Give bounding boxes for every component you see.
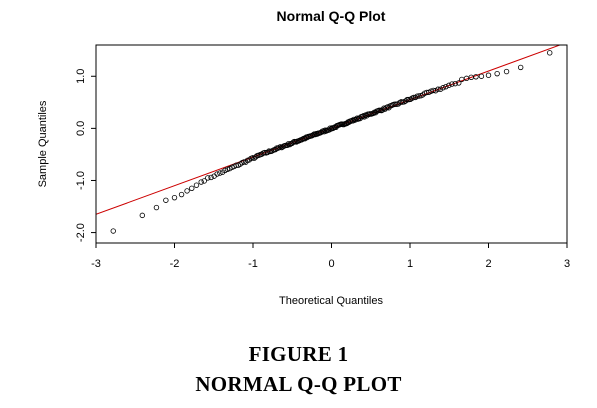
qq-point bbox=[284, 142, 291, 148]
qq-point bbox=[452, 80, 458, 87]
x-tick-label: -2 bbox=[170, 258, 180, 270]
qq-point bbox=[437, 86, 444, 92]
y-tick-label: -1.0 bbox=[75, 171, 87, 190]
qq-point bbox=[214, 171, 220, 177]
qq-point bbox=[478, 73, 485, 79]
qq-point bbox=[201, 178, 207, 184]
qq-point bbox=[404, 96, 410, 103]
qq-point bbox=[485, 72, 492, 78]
qq-point bbox=[277, 144, 284, 150]
qq-point bbox=[217, 170, 223, 176]
qq-point bbox=[327, 125, 333, 131]
qq-point bbox=[411, 94, 417, 101]
qq-point bbox=[310, 132, 316, 138]
y-tick-label: 1.0 bbox=[75, 69, 87, 84]
qq-point bbox=[503, 68, 510, 75]
figure-caption: NORMAL Q-Q PLOT bbox=[195, 372, 402, 396]
qq-point bbox=[440, 85, 446, 91]
qq-point bbox=[153, 204, 160, 211]
qq-point bbox=[473, 74, 479, 80]
y-tick-label: 0.0 bbox=[75, 121, 87, 136]
x-tick-label: -1 bbox=[248, 258, 258, 270]
qq-point bbox=[449, 81, 455, 87]
qq-point bbox=[446, 82, 452, 89]
x-tick-label: 1 bbox=[407, 258, 413, 270]
qq-point bbox=[139, 212, 146, 219]
x-tick-label: -3 bbox=[91, 258, 101, 270]
qq-point bbox=[416, 93, 422, 99]
qq-point bbox=[222, 167, 228, 174]
qq-point bbox=[208, 174, 214, 181]
x-axis: -3 -2 -1 0 1 2 3 bbox=[91, 243, 570, 270]
x-tick-label: 3 bbox=[564, 258, 570, 270]
qq-point bbox=[351, 116, 357, 123]
y-axis: -2.0 -1.0 0.0 1.0 bbox=[75, 69, 96, 242]
qq-point bbox=[224, 166, 231, 173]
figure-number: FIGURE 1 bbox=[248, 342, 349, 366]
qq-point bbox=[198, 179, 204, 185]
qq-point bbox=[251, 155, 257, 161]
qq-point bbox=[547, 50, 553, 56]
qq-point bbox=[171, 194, 178, 201]
y-axis-label: Sample Quantiles bbox=[37, 100, 49, 187]
plot-frame bbox=[95, 44, 568, 244]
chart-title: Normal Q-Q Plot bbox=[277, 8, 386, 24]
qq-point bbox=[430, 87, 436, 94]
qq-point bbox=[189, 185, 195, 191]
qq-point bbox=[322, 127, 328, 133]
x-tick-label: 0 bbox=[328, 258, 334, 270]
qq-point bbox=[163, 197, 169, 203]
qq-point bbox=[205, 175, 211, 181]
x-tick-label: 2 bbox=[485, 258, 491, 270]
qq-point bbox=[402, 98, 409, 104]
qq-point bbox=[443, 83, 449, 90]
qq-point bbox=[381, 105, 387, 111]
qq-point bbox=[184, 188, 190, 194]
qq-point bbox=[414, 93, 420, 99]
x-axis-label: Theoretical Quantiles bbox=[279, 295, 383, 307]
qq-point bbox=[110, 228, 116, 234]
qq-point bbox=[253, 154, 259, 160]
qq-plot: Normal Q-Q Plot -3 -2 -1 0 1 2 3 -2.0 -1.0 0.0 1.… bbox=[37, 8, 570, 307]
qq-point bbox=[517, 64, 524, 71]
qq-point bbox=[456, 80, 462, 86]
qq-point bbox=[178, 191, 185, 198]
qq-point bbox=[435, 86, 441, 92]
qq-point bbox=[494, 70, 500, 77]
qq-point bbox=[193, 182, 200, 188]
y-tick-label: -2.0 bbox=[75, 223, 87, 242]
